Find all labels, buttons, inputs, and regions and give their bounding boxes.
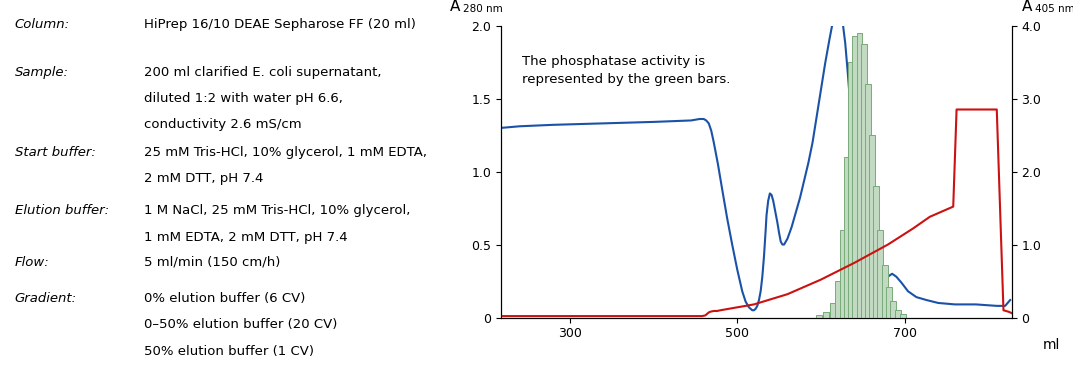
Text: 1 M NaCl, 25 mM Tris-HCl, 10% glycerol,: 1 M NaCl, 25 mM Tris-HCl, 10% glycerol, [144, 204, 410, 218]
Bar [848, 62, 854, 318]
Text: Elution buffer:: Elution buffer: [15, 204, 108, 218]
Text: diluted 1:2 with water pH 6.6,: diluted 1:2 with water pH 6.6, [144, 92, 343, 105]
Bar [823, 312, 828, 318]
Text: The phosphatase activity is
represented by the green bars.: The phosphatase activity is represented … [521, 55, 730, 86]
Text: 5 ml/min (150 cm/h): 5 ml/min (150 cm/h) [144, 255, 280, 269]
Text: 280 nm: 280 nm [462, 4, 502, 14]
Bar [895, 310, 901, 318]
Text: 25 mM Tris-HCl, 10% glycerol, 1 mM EDTA,: 25 mM Tris-HCl, 10% glycerol, 1 mM EDTA, [144, 146, 427, 159]
Text: 0% elution buffer (6 CV): 0% elution buffer (6 CV) [144, 292, 306, 305]
Text: 0–50% elution buffer (20 CV): 0–50% elution buffer (20 CV) [144, 318, 337, 331]
Text: Start buffer:: Start buffer: [15, 146, 95, 159]
Text: HiPrep 16/10 DEAE Sepharose FF (20 ml): HiPrep 16/10 DEAE Sepharose FF (20 ml) [144, 18, 416, 31]
Bar [900, 314, 906, 318]
Bar [840, 230, 846, 318]
Bar [886, 287, 892, 318]
Text: 405 nm: 405 nm [1034, 4, 1073, 14]
Text: 2 mM DTT, pH 7.4: 2 mM DTT, pH 7.4 [144, 172, 263, 185]
Bar [869, 135, 874, 318]
Bar [861, 44, 867, 318]
Text: Flow:: Flow: [15, 255, 49, 269]
Text: Column:: Column: [15, 18, 70, 31]
Text: Gradient:: Gradient: [15, 292, 77, 305]
Text: ml: ml [1043, 338, 1060, 352]
Bar [865, 84, 871, 318]
Bar [817, 315, 822, 318]
Text: conductivity 2.6 mS/cm: conductivity 2.6 mS/cm [144, 118, 302, 131]
Bar [829, 303, 836, 318]
Text: 200 ml clarified E. coli supernatant,: 200 ml clarified E. coli supernatant, [144, 66, 382, 79]
Bar [856, 33, 863, 318]
Bar [890, 301, 896, 318]
Bar [844, 157, 850, 318]
Text: 1 mM EDTA, 2 mM DTT, pH 7.4: 1 mM EDTA, 2 mM DTT, pH 7.4 [144, 231, 348, 244]
Text: 50% elution buffer (1 CV): 50% elution buffer (1 CV) [144, 345, 314, 358]
Bar [835, 281, 840, 318]
Bar [873, 186, 879, 318]
Bar [852, 36, 858, 318]
Text: A: A [450, 0, 460, 14]
Text: Sample:: Sample: [15, 66, 69, 79]
Bar [882, 265, 887, 318]
Text: A: A [1023, 0, 1032, 14]
Bar [878, 230, 883, 318]
